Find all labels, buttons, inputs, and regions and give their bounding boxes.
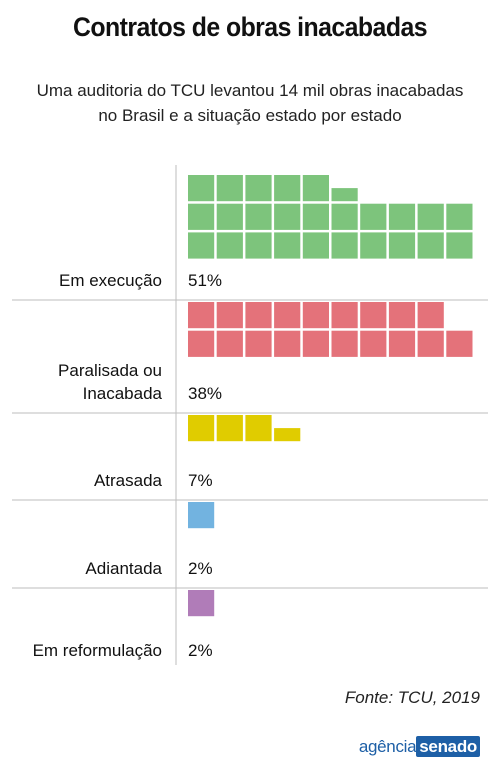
waffle-square: [331, 330, 358, 357]
waffle-square: [188, 302, 215, 329]
category-label: Em execução: [59, 271, 162, 290]
waffle-square: [216, 330, 243, 357]
waffle-square: [274, 302, 301, 329]
waffle-square: [216, 302, 243, 329]
waffle-chart: Em execução 51% Paralisada ou Inacabada 38% A…: [12, 165, 488, 665]
waffle-square: [245, 175, 272, 202]
waffle-square: [388, 232, 416, 259]
waffle-square: [245, 232, 272, 259]
waffle-square: [302, 203, 329, 230]
agencia-senado-logo: agência senado: [358, 736, 480, 757]
waffle-square: [274, 175, 301, 202]
waffle-square: [302, 330, 329, 357]
value-label: 2%: [188, 641, 213, 660]
waffle-square: [216, 203, 243, 230]
waffle-square: [188, 415, 215, 442]
waffle-square: [188, 502, 215, 529]
waffle-square: [302, 175, 329, 202]
waffle-square: [245, 302, 272, 329]
waffle-square: [388, 330, 416, 357]
waffle-square: [331, 188, 358, 202]
value-label: 38%: [188, 384, 222, 403]
waffle-square: [216, 232, 243, 259]
waffle-square: [188, 232, 215, 259]
waffle-square: [188, 330, 215, 357]
value-label: 2%: [188, 559, 213, 578]
subtitle-line-1: Uma auditoria do TCU levantou 14 mil obr…: [36, 81, 464, 100]
waffle-square: [245, 203, 272, 230]
category-label: Inacabada: [83, 384, 163, 403]
subtitle-line-2: no Brasil e a situação estado por estado: [98, 106, 402, 125]
waffle-square: [388, 203, 416, 230]
waffle-square: [188, 203, 215, 230]
waffle-square: [446, 203, 473, 230]
waffle-square: [331, 302, 358, 329]
logo-text-part2: senado: [416, 736, 480, 757]
category-label: Adiantada: [85, 559, 162, 578]
waffle-square: [302, 232, 329, 259]
category-label: Paralisada ou: [58, 361, 162, 380]
waffle-square: [417, 203, 444, 230]
waffle-square: [360, 232, 387, 259]
waffle-square: [274, 203, 301, 230]
waffle-square: [417, 302, 444, 329]
waffle-square: [388, 302, 416, 329]
source-note: Fonte: TCU, 2019: [344, 688, 480, 707]
waffle-square: [417, 330, 444, 357]
waffle-square: [417, 232, 444, 259]
waffle-square: [274, 232, 301, 259]
category-label: Atrasada: [94, 471, 163, 490]
waffle-square: [446, 232, 473, 259]
waffle-square: [188, 590, 215, 617]
waffle-square: [446, 330, 473, 357]
waffle-square: [331, 203, 358, 230]
waffle-square: [245, 330, 272, 357]
category-label: Em reformulação: [33, 641, 162, 660]
waffle-square: [188, 175, 215, 202]
logo-text-part1: agência: [358, 737, 417, 756]
value-label: 51%: [188, 271, 222, 290]
waffle-square: [360, 203, 387, 230]
waffle-square: [274, 428, 301, 442]
waffle-square: [274, 330, 301, 357]
waffle-square: [360, 330, 387, 357]
waffle-square: [302, 302, 329, 329]
waffle-square: [216, 175, 243, 202]
value-label: 7%: [188, 471, 213, 490]
waffle-square: [360, 302, 387, 329]
chart-subtitle: Uma auditoria do TCU levantou 14 mil obr…: [20, 78, 480, 128]
waffle-square: [216, 415, 243, 442]
waffle-square: [331, 232, 358, 259]
waffle-square: [245, 415, 272, 442]
chart-title: Contratos de obras inacabadas: [73, 12, 427, 42]
